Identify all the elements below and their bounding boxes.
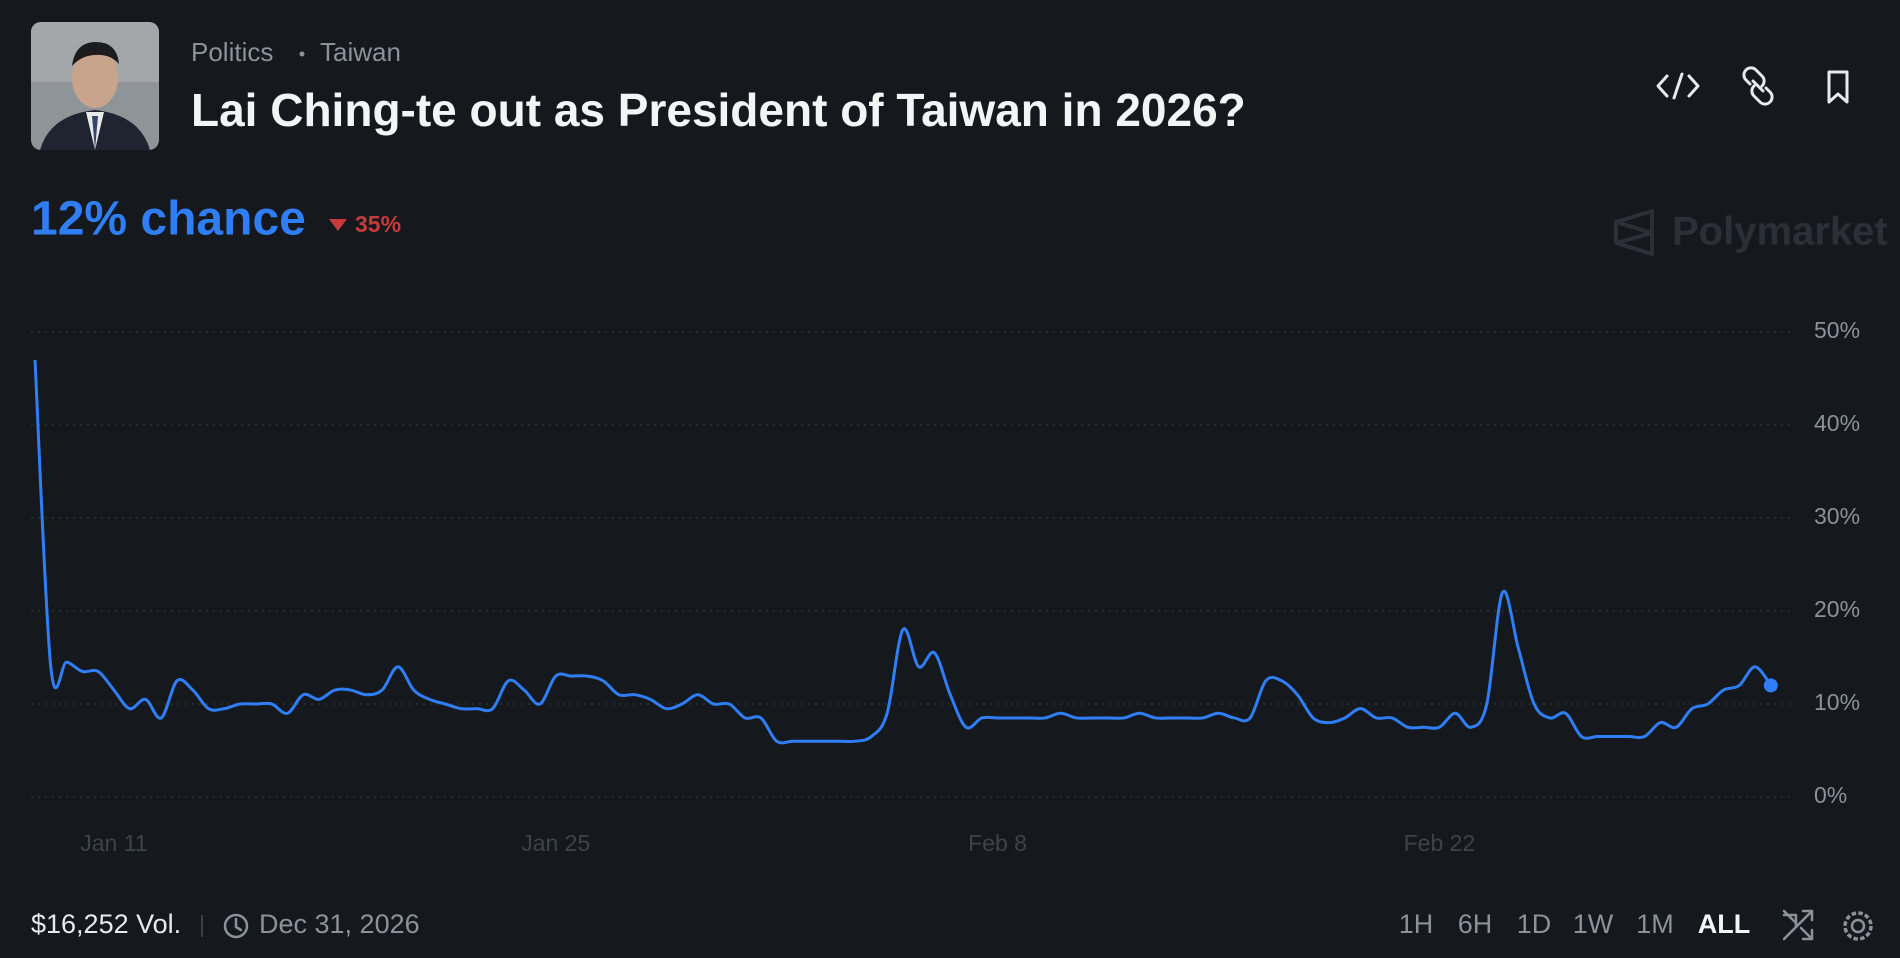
end-dot	[1763, 678, 1778, 693]
x-tick-label: Feb 8	[968, 830, 1027, 856]
end-date: Dec 31, 2026	[259, 909, 420, 939]
price-line	[33, 359, 1773, 745]
clock-icon	[223, 913, 249, 939]
y-tick-label: 10%	[1814, 689, 1860, 715]
range-button[interactable]: 1M	[1636, 909, 1674, 939]
y-tick-label: 30%	[1814, 503, 1860, 529]
bookmark-button[interactable]	[1827, 70, 1849, 104]
avatar	[31, 22, 159, 150]
y-tick-label: 50%	[1814, 317, 1860, 343]
range-selector: 1H 6H 1D 1W 1M ALL	[1399, 909, 1751, 939]
down-arrow	[329, 219, 347, 231]
change: 35%	[355, 211, 401, 237]
volume: $16,252 Vol.	[31, 909, 181, 939]
brand: Polymarket	[1672, 210, 1888, 254]
x-tick-label: Jan 25	[521, 830, 590, 856]
compare-button[interactable]	[1782, 909, 1814, 941]
range-button[interactable]: ALL	[1698, 909, 1750, 939]
y-tick-label: 40%	[1814, 410, 1860, 436]
y-tick-label: 0%	[1814, 782, 1847, 808]
link-button[interactable]	[1742, 66, 1774, 106]
range-button[interactable]: 1D	[1517, 909, 1552, 939]
x-tick-label: Jan 11	[80, 830, 147, 856]
embed-button[interactable]	[1656, 72, 1700, 100]
category[interactable]: Politics	[191, 37, 273, 67]
range-button[interactable]: 1H	[1399, 909, 1434, 939]
market-title: Lai Ching-te out as President of Taiwan …	[191, 84, 1246, 136]
tag[interactable]: Taiwan	[320, 37, 401, 67]
chance: 12% chance	[31, 193, 306, 246]
range-button[interactable]: 6H	[1458, 909, 1493, 939]
brand-logo	[1614, 209, 1654, 256]
y-tick-label: 20%	[1814, 596, 1860, 622]
settings-button[interactable]	[1843, 911, 1873, 941]
separator-dot	[299, 51, 305, 57]
plot: 0% 10% 20% 30% 40% 50% Jan 11 Jan 25 Feb 8 Feb 22	[31, 317, 1860, 856]
range-button[interactable]: 1W	[1573, 909, 1614, 939]
x-tick-label: Feb 22	[1404, 830, 1476, 856]
